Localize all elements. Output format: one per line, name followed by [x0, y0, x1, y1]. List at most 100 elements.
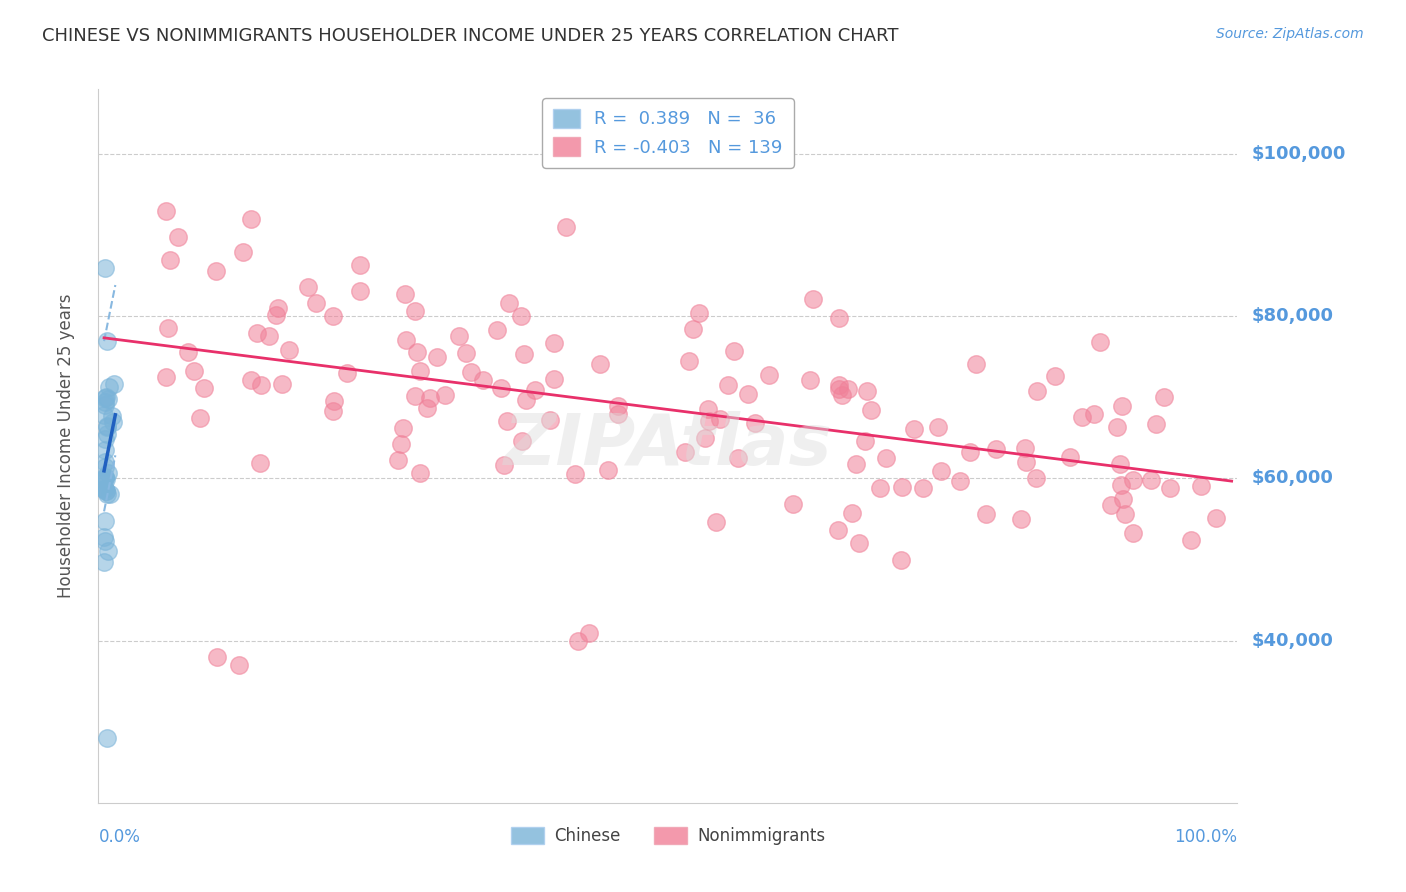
Point [1014, 441, 1036, 455]
Point [94, 391, 117, 405]
Text: ZIPAtlas: ZIPAtlas [503, 411, 832, 481]
Point [94, 483, 117, 497]
Point [828, 382, 851, 396]
Point [1083, 407, 1105, 421]
Point [515, 393, 537, 408]
Point [984, 442, 1007, 456]
Point [837, 382, 859, 396]
Point [758, 368, 780, 383]
Point [696, 402, 718, 417]
Point [890, 481, 912, 495]
Point [543, 336, 565, 351]
Point [93, 514, 115, 528]
Point [93, 473, 115, 487]
Point [489, 381, 512, 395]
Point [697, 414, 720, 428]
Point [101, 415, 124, 429]
Point [94, 390, 117, 404]
Point [704, 515, 727, 529]
Point [1114, 507, 1136, 521]
Point [93, 470, 115, 484]
Point [93, 482, 115, 496]
Point [498, 295, 520, 310]
Point [96, 419, 118, 434]
Point [723, 344, 745, 359]
Point [1112, 492, 1135, 507]
Point [419, 392, 441, 406]
Point [929, 464, 952, 478]
Point [167, 230, 190, 244]
Point [1111, 399, 1133, 413]
Point [555, 220, 578, 235]
Point [856, 384, 879, 398]
Point [512, 347, 534, 361]
Point [392, 421, 415, 435]
Point [578, 625, 600, 640]
Point [831, 387, 853, 401]
Point [974, 507, 997, 521]
Point [841, 507, 863, 521]
Point [426, 351, 449, 365]
Point [1122, 473, 1144, 487]
Point [607, 407, 630, 421]
Point [322, 309, 344, 323]
Text: 0.0%: 0.0% [98, 828, 141, 846]
Point [538, 413, 561, 427]
Point [155, 203, 177, 218]
Point [510, 310, 533, 324]
Point [1099, 498, 1122, 512]
Point [193, 381, 215, 395]
Text: $40,000: $40,000 [1251, 632, 1333, 649]
Point [188, 411, 211, 425]
Point [447, 329, 470, 343]
Point [394, 333, 416, 347]
Point [717, 378, 740, 392]
Point [94, 534, 117, 549]
Point [543, 372, 565, 386]
Point [433, 388, 456, 402]
Point [94, 483, 117, 498]
Point [471, 373, 494, 387]
Point [890, 553, 912, 567]
Point [94, 470, 117, 484]
Point [1090, 335, 1112, 350]
Point [97, 392, 120, 407]
Point [228, 657, 250, 672]
Point [495, 414, 517, 428]
Point [1144, 417, 1167, 431]
Point [93, 394, 115, 409]
Point [322, 404, 344, 418]
Point [96, 334, 118, 349]
Point [93, 460, 115, 475]
Point [93, 409, 115, 423]
Point [183, 364, 205, 378]
Point [1105, 419, 1128, 434]
Point [204, 264, 226, 278]
Point [249, 377, 271, 392]
Point [93, 531, 115, 545]
Legend: Chinese, Nonimmigrants: Chinese, Nonimmigrants [503, 820, 832, 852]
Point [349, 258, 371, 272]
Point [155, 370, 177, 384]
Point [1153, 390, 1175, 404]
Point [1015, 455, 1038, 469]
Point [510, 434, 533, 449]
Point [727, 450, 749, 465]
Point [709, 411, 731, 425]
Point [454, 346, 477, 360]
Point [246, 326, 269, 340]
Point [98, 487, 121, 501]
Point [682, 321, 704, 335]
Point [486, 323, 509, 337]
Point [567, 633, 589, 648]
Point [176, 344, 198, 359]
Point [860, 402, 883, 417]
Point [799, 373, 821, 387]
Point [903, 422, 925, 436]
Point [927, 420, 949, 434]
Point [596, 463, 619, 477]
Point [93, 442, 115, 457]
Point [98, 380, 121, 394]
Point [271, 377, 294, 392]
Point [232, 245, 254, 260]
